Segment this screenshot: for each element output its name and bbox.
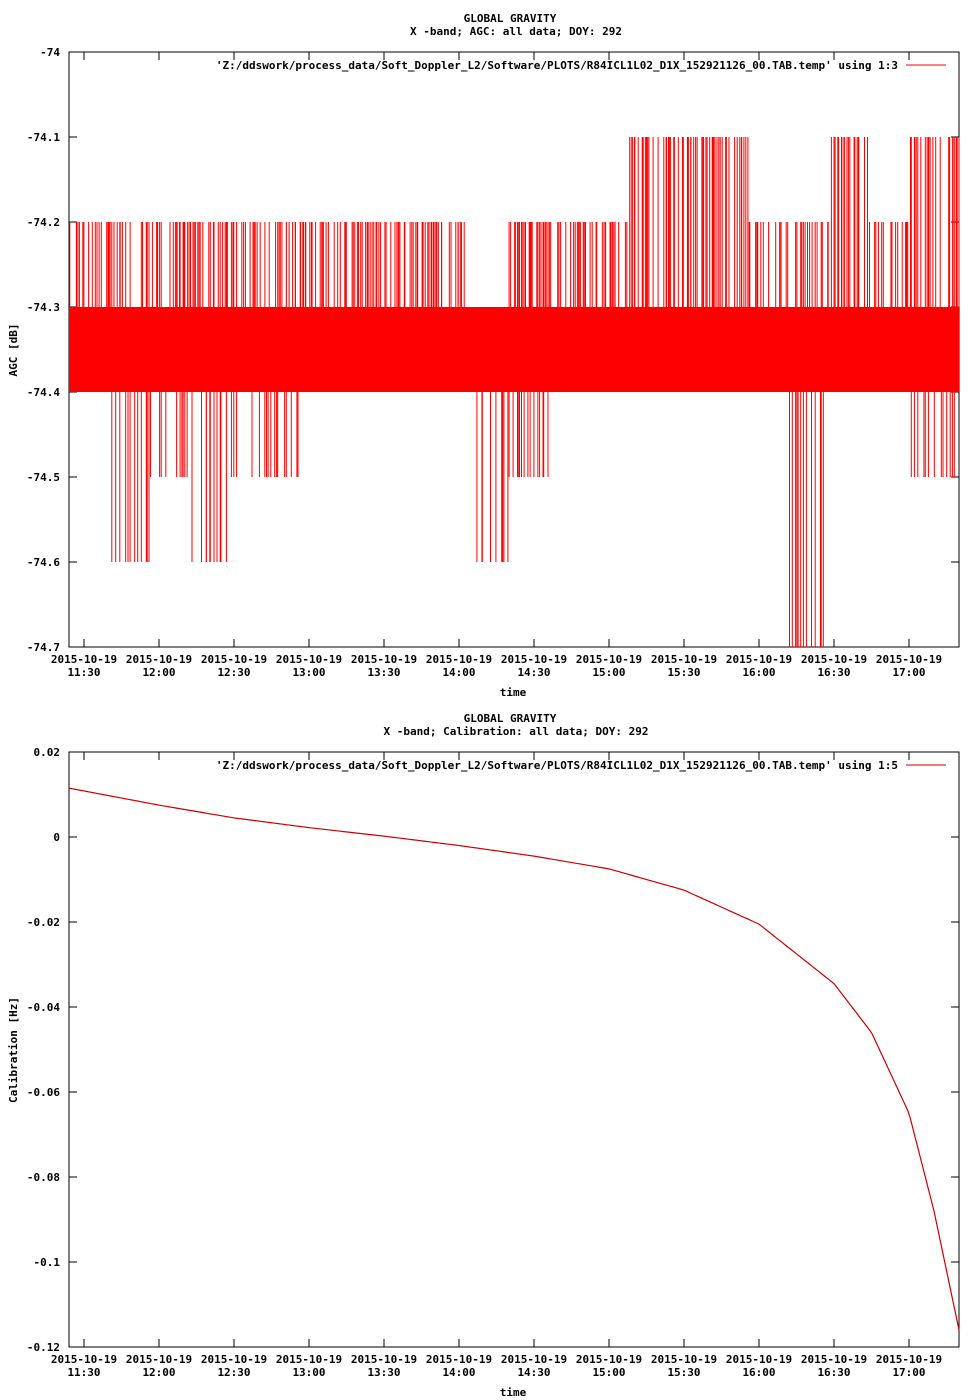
x-tick-label: 2015-10-19 (426, 1353, 492, 1366)
agc-chart: GLOBAL GRAVITY X -band; AGC: all data; D… (7, 12, 960, 699)
x-tick-label: 14:30 (517, 1366, 550, 1379)
y-tick-label: -0.1 (34, 1256, 61, 1269)
x-tick-label: 2015-10-19 (51, 1353, 117, 1366)
x-tick-label: 2015-10-19 (201, 1353, 267, 1366)
chart-title: GLOBAL GRAVITY (464, 12, 557, 25)
x-tick-label: 2015-10-19 (801, 653, 867, 666)
plot-frame (68, 751, 960, 1348)
y-tick-label: -74.2 (27, 216, 60, 229)
y-tick-label: -74.1 (27, 131, 60, 144)
series-layer (69, 137, 960, 647)
x-tick-label: 12:00 (142, 666, 175, 679)
x-tick-label: 15:30 (667, 666, 700, 679)
y-axis-label: Calibration [Hz] (7, 997, 20, 1103)
series-layer (68, 787, 960, 1331)
y-tick-label: 0 (53, 831, 60, 844)
x-ticks: 2015-10-1911:302015-10-1912:002015-10-19… (51, 752, 942, 1379)
chart-title: GLOBAL GRAVITY (464, 712, 557, 725)
chart-subtitle: X -band; Calibration: all data; DOY: 292 (384, 725, 649, 738)
x-tick-label: 2015-10-19 (501, 1353, 567, 1366)
x-tick-label: 16:00 (742, 666, 775, 679)
x-tick-label: 2015-10-19 (126, 653, 192, 666)
y-tick-label: -74.6 (27, 556, 60, 569)
x-tick-label: 11:30 (67, 666, 100, 679)
x-tick-label: 15:30 (667, 1366, 700, 1379)
legend-label: 'Z:/ddswork/process_data/Soft_Doppler_L2… (216, 759, 898, 772)
x-tick-label: 16:00 (742, 1366, 775, 1379)
y-tick-label: -0.06 (27, 1086, 60, 1099)
x-tick-label: 2015-10-19 (726, 653, 792, 666)
x-tick-label: 15:00 (592, 1366, 625, 1379)
x-tick-label: 2015-10-19 (876, 1353, 942, 1366)
x-tick-label: 2015-10-19 (276, 1353, 342, 1366)
x-tick-label: 14:00 (442, 1366, 475, 1379)
x-axis-label: time (500, 1386, 527, 1399)
y-tick-label: -0.04 (27, 1001, 60, 1014)
x-ticks: 2015-10-1911:302015-10-1912:002015-10-19… (51, 52, 942, 679)
y-tick-label: -0.08 (27, 1171, 60, 1184)
x-tick-label: 13:30 (367, 666, 400, 679)
x-tick-label: 14:00 (442, 666, 475, 679)
x-tick-label: 13:00 (292, 1366, 325, 1379)
x-tick-label: 15:00 (592, 666, 625, 679)
y-ticks: 0.02 0 -0.02 -0.04 -0.06 -0.08 -0.1 -0.12 (27, 746, 959, 1354)
x-tick-label: 13:30 (367, 1366, 400, 1379)
x-tick-label: 2015-10-19 (501, 653, 567, 666)
legend-label: 'Z:/ddswork/process_data/Soft_Doppler_L2… (216, 59, 898, 72)
y-tick-label: -74.5 (27, 471, 60, 484)
x-tick-label: 2015-10-19 (801, 1353, 867, 1366)
x-tick-label: 2015-10-19 (651, 653, 717, 666)
calibration-chart: GLOBAL GRAVITY X -band; Calibration: all… (7, 712, 960, 1399)
x-tick-label: 16:30 (817, 666, 850, 679)
series-band (69, 307, 959, 392)
x-tick-label: 2015-10-19 (651, 1353, 717, 1366)
y-tick-label: -0.02 (27, 916, 60, 929)
y-tick-label: -74.4 (27, 386, 60, 399)
x-axis-label: time (500, 686, 527, 699)
x-tick-label: 2015-10-19 (201, 653, 267, 666)
y-axis-label: AGC [dB] (7, 324, 20, 377)
y-tick-label: -74.3 (27, 301, 60, 314)
y-tick-label: -74.7 (27, 641, 60, 654)
y-tick-label: -74 (40, 46, 60, 59)
x-tick-label: 2015-10-19 (576, 1353, 642, 1366)
x-tick-label: 2015-10-19 (126, 1353, 192, 1366)
x-tick-label: 16:30 (817, 1366, 850, 1379)
x-tick-label: 2015-10-19 (726, 1353, 792, 1366)
y-tick-label: 0.02 (34, 746, 61, 759)
chart-subtitle: X -band; AGC: all data; DOY: 292 (410, 25, 622, 38)
y-tick-label: -0.12 (27, 1341, 60, 1354)
series-line (68, 787, 960, 1331)
x-tick-label: 14:30 (517, 666, 550, 679)
x-tick-label: 12:30 (217, 666, 250, 679)
x-tick-label: 2015-10-19 (276, 653, 342, 666)
x-tick-label: 2015-10-19 (426, 653, 492, 666)
x-tick-label: 2015-10-19 (876, 653, 942, 666)
x-tick-label: 17:00 (892, 666, 925, 679)
x-tick-label: 2015-10-19 (351, 653, 417, 666)
x-tick-label: 2015-10-19 (351, 1353, 417, 1366)
x-tick-label: 17:00 (892, 1366, 925, 1379)
x-tick-label: 11:30 (67, 1366, 100, 1379)
x-tick-label: 12:30 (217, 1366, 250, 1379)
x-tick-label: 12:00 (142, 1366, 175, 1379)
x-tick-label: 2015-10-19 (576, 653, 642, 666)
x-tick-label: 2015-10-19 (51, 653, 117, 666)
x-tick-label: 13:00 (292, 666, 325, 679)
